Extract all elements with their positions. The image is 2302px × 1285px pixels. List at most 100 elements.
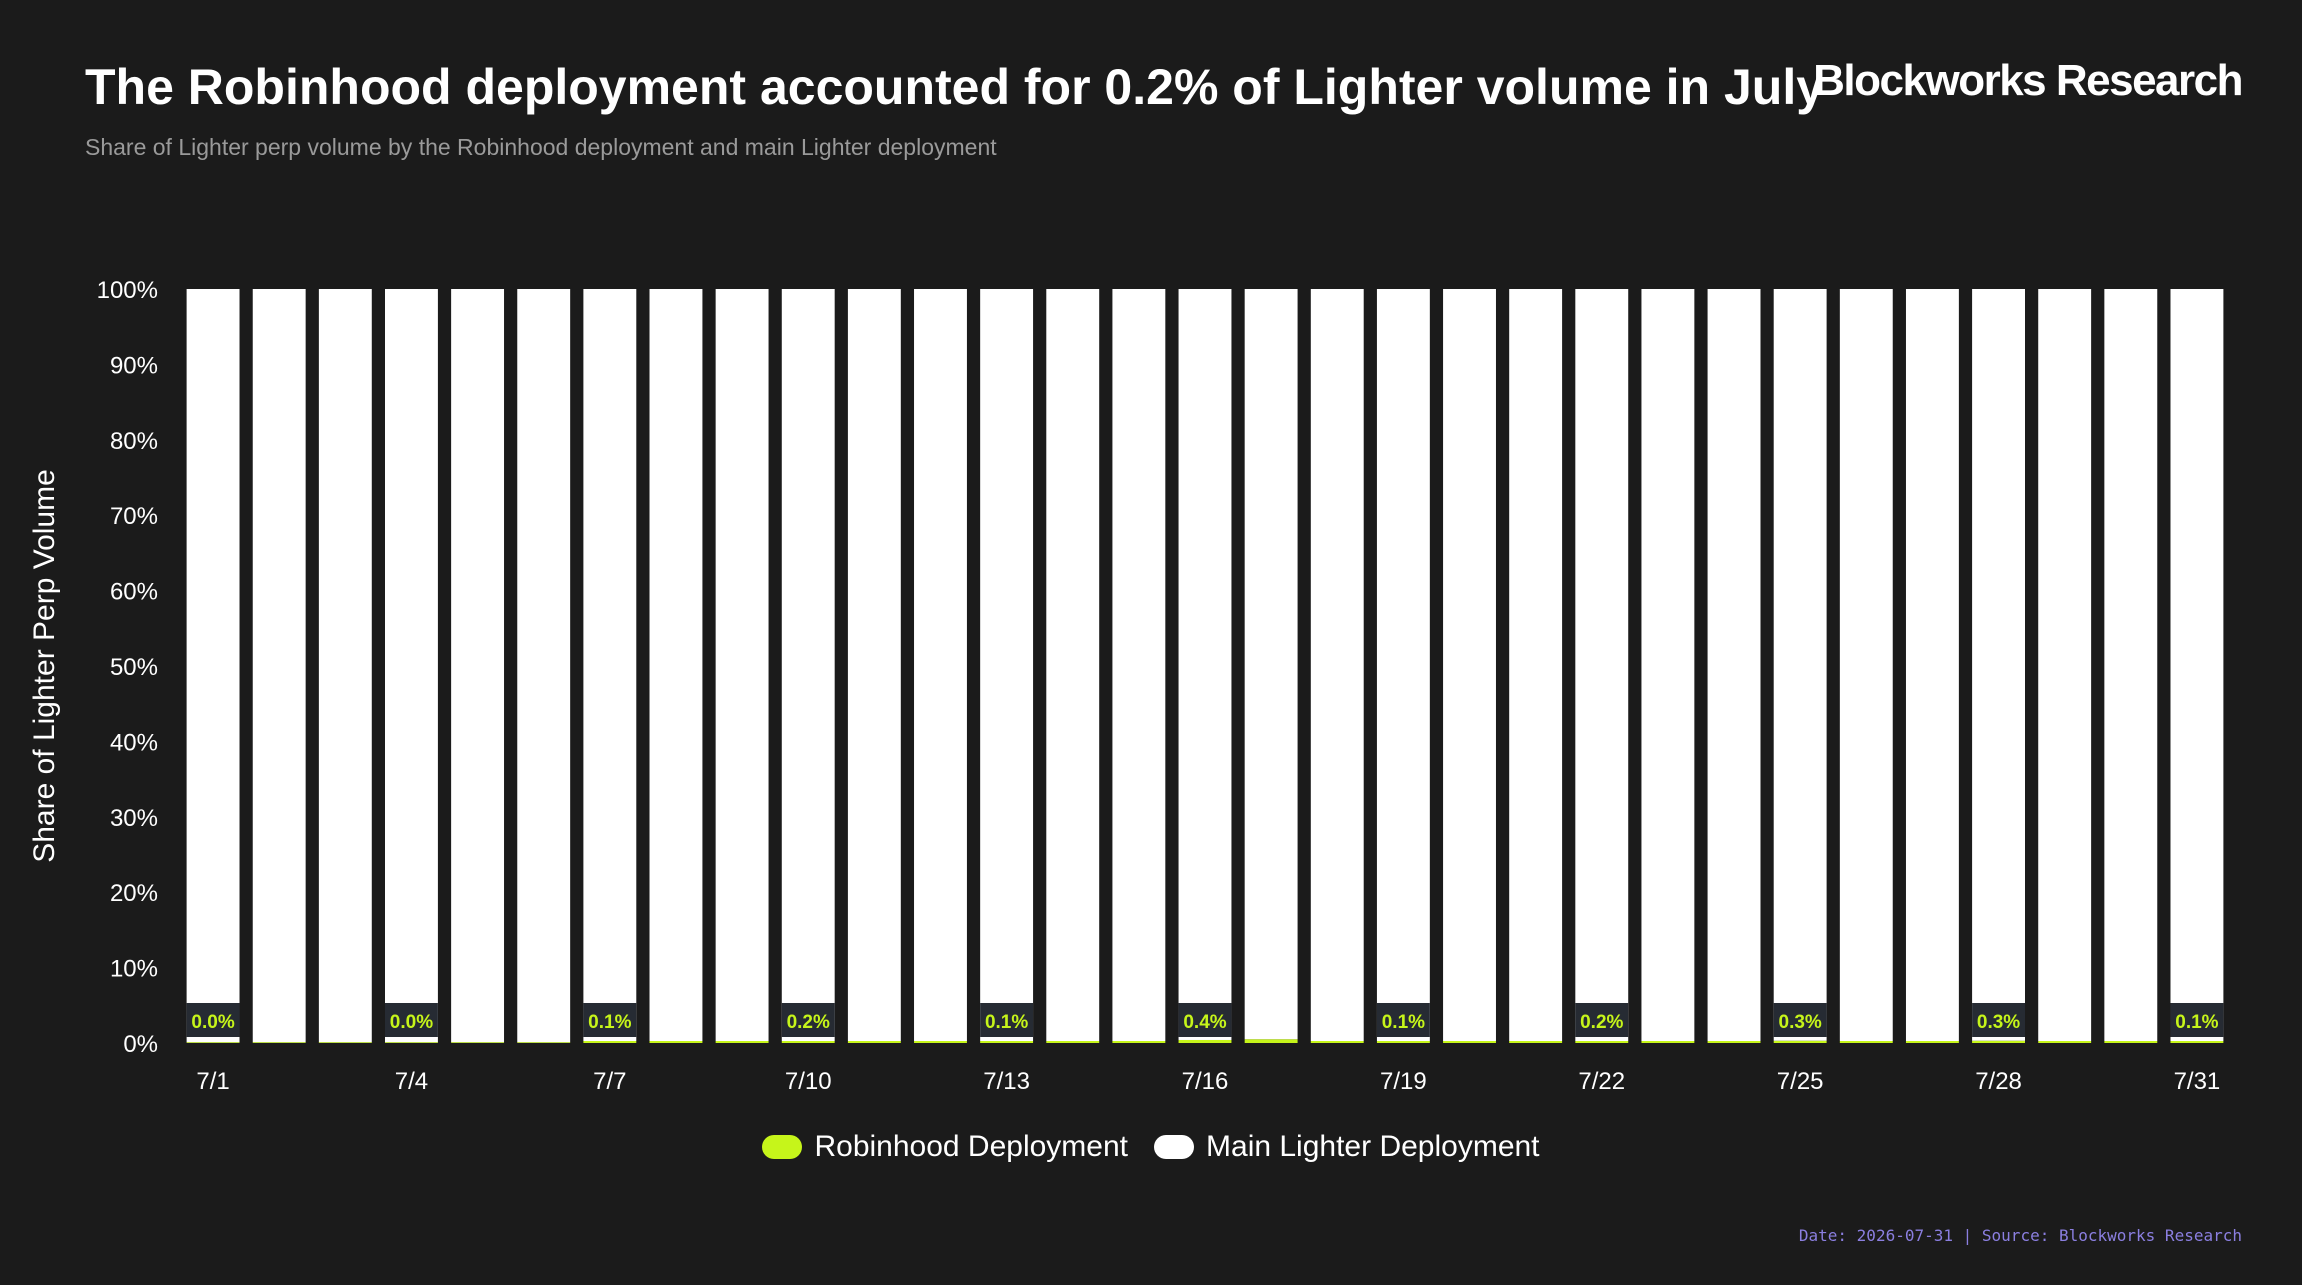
bar-main-lighter: [649, 289, 703, 1041]
x-tick-label: 7/13: [983, 1068, 1030, 1095]
chart-footer: Date: 2026-07-31 | Source: Blockworks Re…: [1799, 1226, 2242, 1245]
bar-robinhood: [252, 1042, 306, 1043]
bar-main-lighter: [1972, 289, 2025, 1041]
data-label-box: [583, 1003, 637, 1037]
bar-robinhood: [451, 1042, 505, 1043]
legend-swatch-robinhood: [762, 1135, 803, 1159]
bar-main-lighter: [1244, 289, 1298, 1040]
bar-main-lighter: [451, 289, 505, 1043]
bar-robinhood: [517, 1042, 571, 1043]
bar-robinhood: [649, 1041, 703, 1043]
chart-subtitle: Share of Lighter perp volume by the Robi…: [85, 134, 997, 160]
footer-source: Source: Blockworks Research: [1981, 1226, 2242, 1245]
data-label-box: [980, 1003, 1034, 1037]
bar-robinhood: [1509, 1041, 1563, 1043]
y-tick-label: 100%: [97, 277, 158, 304]
bar-main-lighter: [1641, 289, 1695, 1041]
data-label-box: [186, 1003, 240, 1037]
bar-robinhood: [1046, 1041, 1100, 1043]
bar-robinhood: [1575, 1041, 1629, 1043]
data-label: 0.1%: [588, 1012, 631, 1033]
y-tick-label: 80%: [110, 428, 158, 455]
data-label-box: [781, 1003, 835, 1037]
bar-main-lighter: [252, 289, 306, 1043]
data-label: 0.1%: [2175, 1012, 2218, 1033]
x-tick-label: 7/10: [785, 1068, 832, 1095]
data-label-box: [1773, 1003, 1827, 1037]
bar-robinhood: [1641, 1041, 1695, 1043]
bar-main-lighter: [1112, 289, 1166, 1041]
legend-item-main-lighter[interactable]: Main Lighter Deployment: [1154, 1130, 1540, 1164]
bar-robinhood: [583, 1041, 637, 1043]
data-label-box: [1972, 1003, 2025, 1037]
x-tick-label: 7/25: [1777, 1068, 1824, 1095]
data-label-box: [1178, 1003, 1232, 1037]
bar-robinhood: [1443, 1041, 1496, 1043]
bar-robinhood: [715, 1041, 769, 1043]
data-label: 0.1%: [985, 1012, 1028, 1033]
bar-robinhood: [1244, 1039, 1298, 1043]
bar-main-lighter: [583, 289, 637, 1041]
bar-robinhood: [847, 1041, 901, 1043]
bar-main-lighter: [847, 289, 901, 1041]
bar-robinhood: [1707, 1041, 1761, 1043]
x-tick-label: 7/28: [1975, 1068, 2022, 1095]
data-label-box: [1575, 1003, 1629, 1037]
y-axis-label: Share of Lighter Perp Volume: [28, 469, 61, 863]
x-tick-label: 7/7: [593, 1068, 626, 1095]
x-tick-label: 7/22: [1578, 1068, 1625, 1095]
data-label: 0.2%: [1580, 1012, 1623, 1033]
chart-legend: Robinhood Deployment Main Lighter Deploy…: [0, 1130, 2302, 1164]
x-tick-label: 7/19: [1380, 1068, 1427, 1095]
y-tick-label: 40%: [110, 729, 158, 756]
bar-robinhood: [1839, 1041, 1893, 1043]
y-tick-label: 0%: [123, 1031, 158, 1058]
bar-main-lighter: [2170, 289, 2224, 1041]
bar-main-lighter: [1575, 289, 1629, 1041]
bar-main-lighter: [1376, 289, 1430, 1041]
data-label: 0.2%: [787, 1012, 830, 1033]
bar-robinhood: [914, 1041, 967, 1043]
bar-main-lighter: [1905, 289, 1959, 1041]
footer-date: Date: 2026-07-31: [1798, 1226, 1953, 1245]
bar-robinhood: [318, 1042, 372, 1043]
bar-main-lighter: [914, 289, 967, 1041]
bar-robinhood: [186, 1042, 240, 1043]
bar-main-lighter: [781, 289, 835, 1041]
bar-robinhood: [2038, 1041, 2092, 1043]
bar-robinhood: [1112, 1041, 1166, 1043]
bar-main-lighter: [1839, 289, 1893, 1041]
bar-robinhood: [2104, 1041, 2158, 1043]
y-tick-label: 10%: [110, 956, 158, 983]
bar-main-lighter: [1509, 289, 1563, 1041]
bar-main-lighter: [1773, 289, 1827, 1041]
y-tick-label: 20%: [110, 880, 158, 907]
bar-main-lighter: [715, 289, 769, 1041]
bar-robinhood: [1773, 1040, 1827, 1043]
bar-main-lighter: [2038, 289, 2092, 1041]
footer-separator: |: [1953, 1226, 1982, 1245]
y-tick-label: 90%: [110, 352, 158, 379]
bar-main-lighter: [2104, 289, 2158, 1041]
y-tick-label: 50%: [110, 654, 158, 681]
bar-main-lighter: [517, 289, 571, 1043]
x-tick-label: 7/16: [1182, 1068, 1229, 1095]
data-label: 0.0%: [390, 1012, 433, 1033]
legend-label-robinhood: Robinhood Deployment: [814, 1130, 1129, 1163]
y-tick-label: 30%: [110, 805, 158, 832]
bar-main-lighter: [1443, 289, 1496, 1041]
bar-robinhood: [781, 1041, 835, 1043]
legend-item-robinhood[interactable]: Robinhood Deployment: [762, 1130, 1128, 1164]
bar-robinhood: [1178, 1039, 1232, 1043]
data-label: 0.4%: [1183, 1012, 1226, 1033]
bar-main-lighter: [1046, 289, 1100, 1041]
x-tick-label: 7/1: [196, 1068, 229, 1095]
data-label-box: [385, 1003, 438, 1037]
data-label: 0.3%: [1977, 1012, 2020, 1033]
data-label-box: [2170, 1003, 2224, 1037]
legend-swatch-main-lighter: [1154, 1135, 1195, 1159]
bar-robinhood: [1905, 1041, 1959, 1043]
data-label: 0.0%: [191, 1012, 234, 1033]
bar-robinhood: [385, 1042, 438, 1043]
